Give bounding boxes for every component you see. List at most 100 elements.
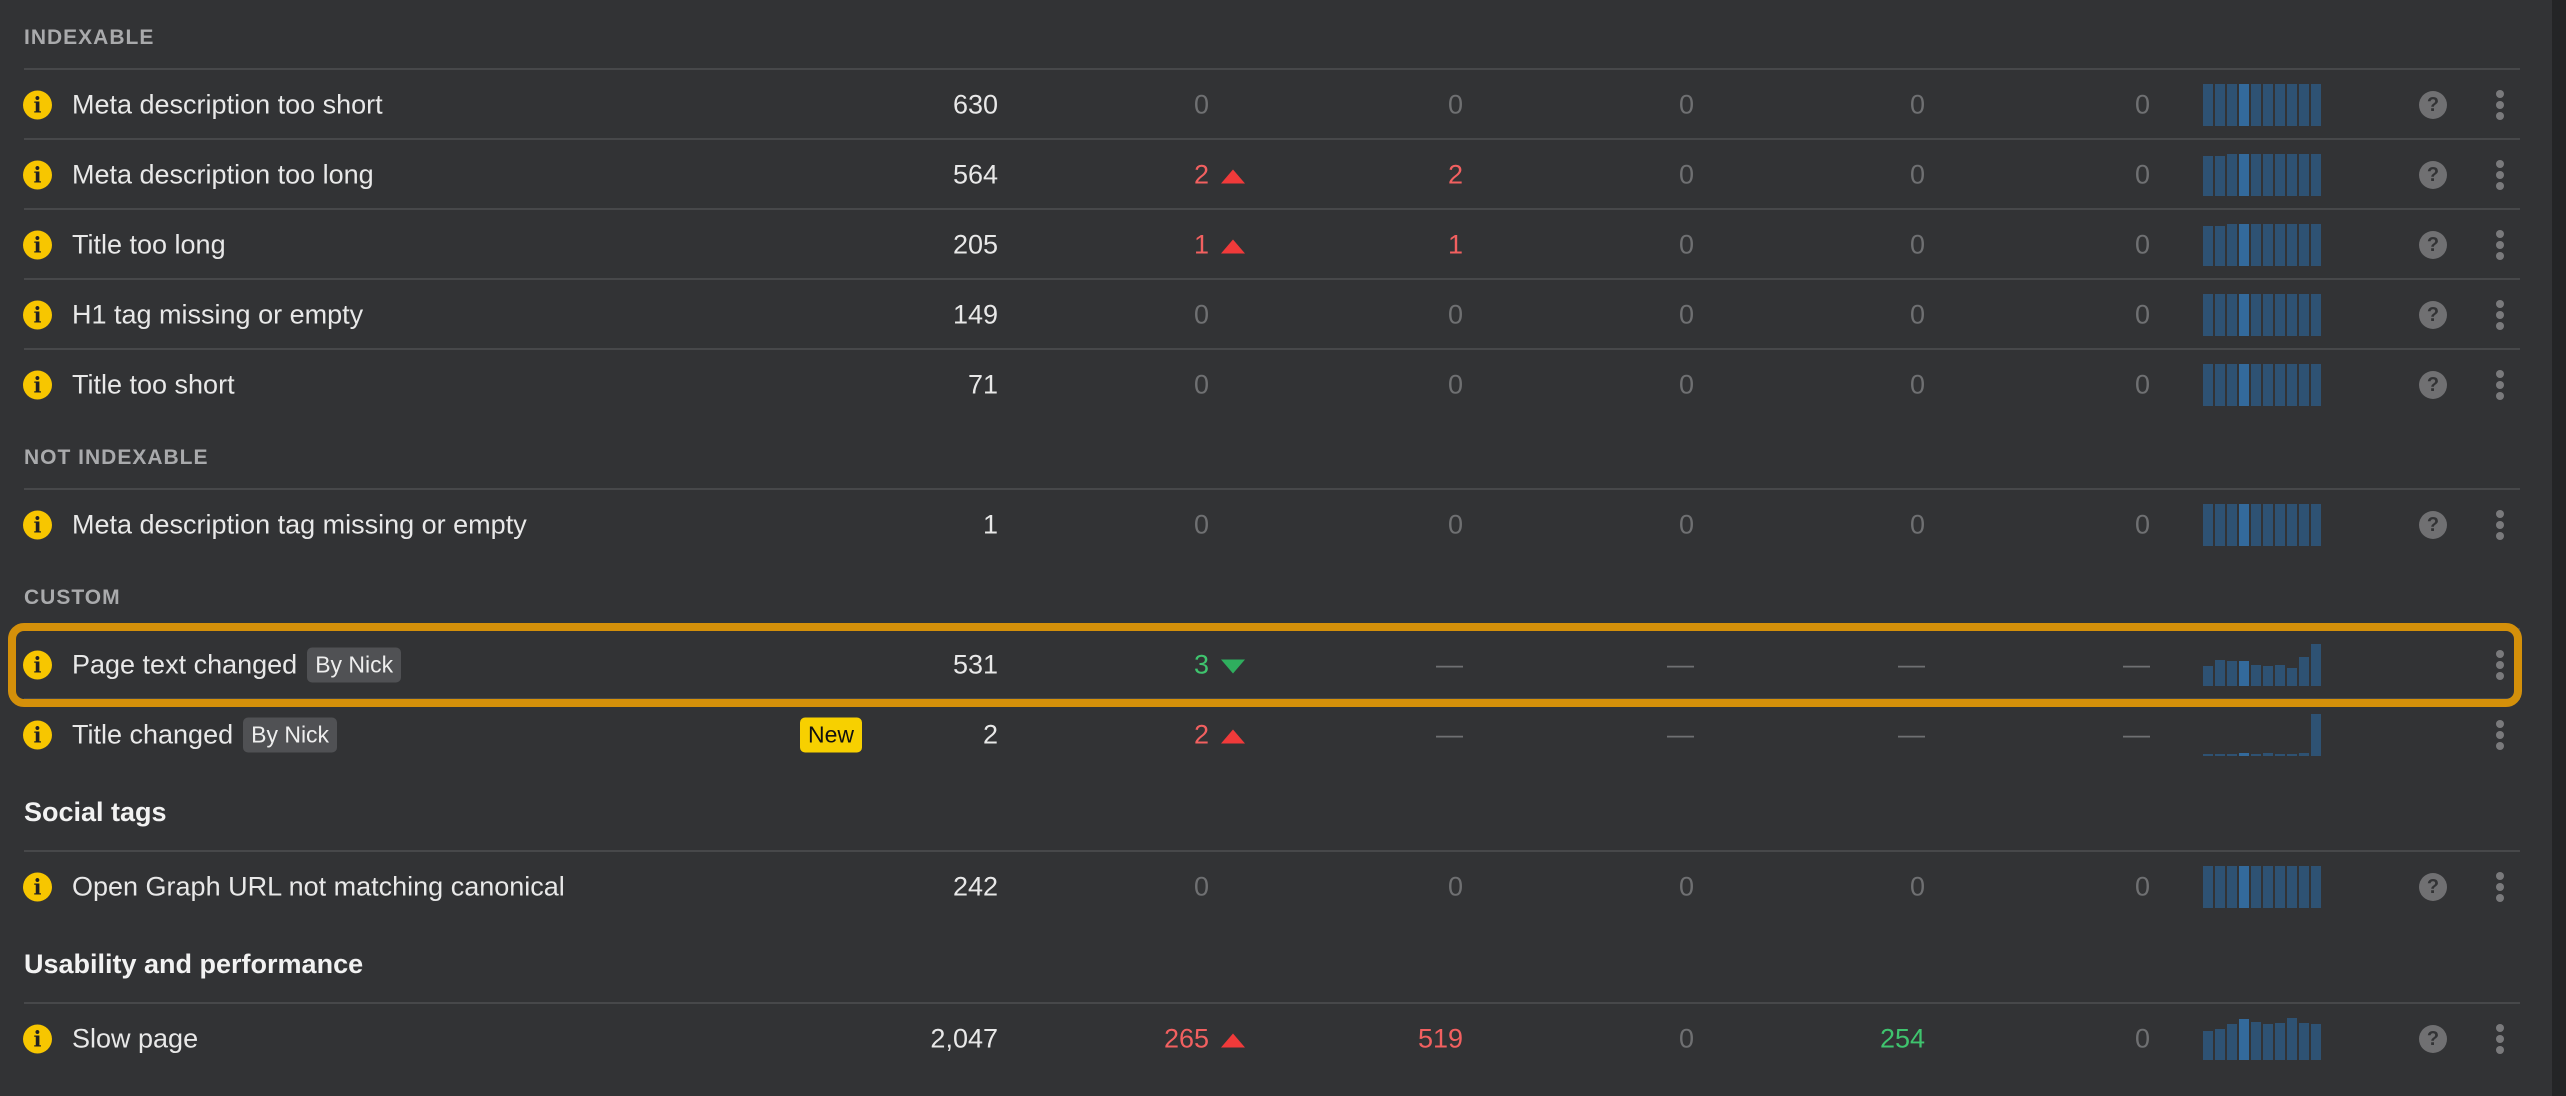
change-cell[interactable]: 0 [1448, 300, 1463, 331]
trend-sparkline[interactable] [2203, 224, 2321, 266]
issue-row[interactable]: i Meta description too short 630 0 0 0 0 0? [0, 70, 2552, 140]
change-cell[interactable]: 0 [1910, 370, 1925, 401]
issue-count[interactable]: 564 [952, 159, 998, 190]
issue-row[interactable]: i Page text changed By Nick 531 3 — — — — [0, 630, 2552, 700]
trend-sparkline[interactable] [2203, 84, 2321, 126]
help-icon[interactable]: ? [2419, 301, 2447, 329]
change-cell[interactable]: 0 [1910, 872, 1925, 903]
issue-row[interactable]: i Meta description too long 564 2 2 0 0 0? [0, 140, 2552, 210]
issue-row[interactable]: i Open Graph URL not matching canonical 24… [0, 852, 2552, 922]
issue-count[interactable]: 630 [952, 89, 998, 120]
change-cell[interactable]: 0 [2135, 160, 2150, 191]
change-cell[interactable]: 0 [2135, 370, 2150, 401]
issue-name[interactable]: Meta description too short [72, 90, 383, 121]
issue-count[interactable]: 531 [952, 649, 998, 680]
change-cell[interactable]: 2 [1448, 160, 1463, 191]
issue-name[interactable]: Page text changed By Nick [72, 647, 402, 683]
issue-name[interactable]: Title changed By Nick [72, 717, 338, 753]
change-cell[interactable]: — [1667, 720, 1694, 751]
change-cell[interactable]: 0 [1194, 510, 1209, 541]
more-options-icon[interactable] [2494, 90, 2506, 120]
change-cell[interactable]: 0 [1679, 90, 1694, 121]
change-cell[interactable]: 0 [1679, 160, 1694, 191]
more-options-icon[interactable] [2494, 1024, 2506, 1054]
change-cell[interactable]: 0 [1448, 370, 1463, 401]
scrollbar[interactable] [2552, 0, 2566, 1096]
change-cell[interactable]: 2 [1194, 160, 1245, 191]
change-cell[interactable]: — [1436, 650, 1463, 681]
change-cell[interactable]: — [1898, 650, 1925, 681]
issue-name[interactable]: Title too long [72, 230, 226, 261]
change-cell[interactable]: 0 [1194, 872, 1209, 903]
issue-row[interactable]: i Meta description tag missing or empty 1 0… [0, 490, 2552, 560]
change-cell[interactable]: — [1436, 720, 1463, 751]
issue-row[interactable]: i Title changed By Nick New 2 2 — — — — [0, 700, 2552, 770]
change-cell[interactable]: 0 [1910, 160, 1925, 191]
trend-sparkline[interactable] [2203, 644, 2321, 686]
change-cell[interactable]: 0 [1448, 90, 1463, 121]
more-options-icon[interactable] [2494, 300, 2506, 330]
change-cell[interactable]: 0 [1910, 510, 1925, 541]
issue-row[interactable]: i Slow page 2,047 265 519 0 254 0? [0, 1004, 2552, 1074]
change-cell[interactable]: 2 [1194, 720, 1245, 751]
help-icon[interactable]: ? [2419, 161, 2447, 189]
more-options-icon[interactable] [2494, 510, 2506, 540]
change-cell[interactable]: 0 [1910, 90, 1925, 121]
issue-count[interactable]: 71 [967, 369, 998, 400]
more-options-icon[interactable] [2494, 872, 2506, 902]
change-cell[interactable]: 265 [1164, 1024, 1245, 1055]
more-options-icon[interactable] [2494, 370, 2506, 400]
issue-row[interactable]: i Title too short 71 0 0 0 0 0? [0, 350, 2552, 420]
issue-name[interactable]: Meta description too long [72, 160, 374, 191]
more-options-icon[interactable] [2494, 650, 2506, 680]
change-cell[interactable]: 0 [1679, 1024, 1694, 1055]
change-cell[interactable]: 0 [2135, 1024, 2150, 1055]
change-cell[interactable]: 3 [1194, 650, 1245, 681]
change-cell[interactable]: 254 [1880, 1024, 1925, 1055]
issue-row[interactable]: i H1 tag missing or empty 149 0 0 0 0 0? [0, 280, 2552, 350]
issue-name[interactable]: Meta description tag missing or empty [72, 510, 527, 541]
issue-count[interactable]: 2 [982, 719, 998, 750]
help-icon[interactable]: ? [2419, 371, 2447, 399]
help-icon[interactable]: ? [2419, 91, 2447, 119]
change-cell[interactable]: 0 [2135, 300, 2150, 331]
change-cell[interactable]: 0 [1679, 370, 1694, 401]
more-options-icon[interactable] [2494, 160, 2506, 190]
change-cell[interactable]: 0 [1448, 510, 1463, 541]
change-cell[interactable]: 0 [1679, 872, 1694, 903]
change-cell[interactable]: — [1667, 650, 1694, 681]
more-options-icon[interactable] [2494, 720, 2506, 750]
issue-name[interactable]: Open Graph URL not matching canonical [72, 872, 565, 903]
change-cell[interactable]: 0 [1679, 510, 1694, 541]
trend-sparkline[interactable] [2203, 504, 2321, 546]
change-cell[interactable]: 1 [1448, 230, 1463, 261]
change-cell[interactable]: 0 [2135, 90, 2150, 121]
change-cell[interactable]: 0 [1448, 872, 1463, 903]
help-icon[interactable]: ? [2419, 1025, 2447, 1053]
more-options-icon[interactable] [2494, 230, 2506, 260]
issue-name[interactable]: Title too short [72, 370, 235, 401]
issue-count[interactable]: 2,047 [930, 1023, 998, 1054]
change-cell[interactable]: 0 [1194, 90, 1209, 121]
change-cell[interactable]: 0 [1910, 230, 1925, 261]
trend-sparkline[interactable] [2203, 294, 2321, 336]
change-cell[interactable]: — [1898, 720, 1925, 751]
change-cell[interactable]: 0 [2135, 510, 2150, 541]
change-cell[interactable]: 1 [1194, 230, 1245, 261]
change-cell[interactable]: 0 [1679, 230, 1694, 261]
change-cell[interactable]: 0 [1910, 300, 1925, 331]
help-icon[interactable]: ? [2419, 511, 2447, 539]
issue-count[interactable]: 149 [952, 299, 998, 330]
change-cell[interactable]: 0 [2135, 230, 2150, 261]
change-cell[interactable]: — [2123, 720, 2150, 751]
issue-count[interactable]: 1 [982, 509, 998, 540]
trend-sparkline[interactable] [2203, 1018, 2321, 1060]
trend-sparkline[interactable] [2203, 154, 2321, 196]
trend-sparkline[interactable] [2203, 714, 2321, 756]
change-cell[interactable]: — [2123, 650, 2150, 681]
change-cell[interactable]: 0 [2135, 872, 2150, 903]
help-icon[interactable]: ? [2419, 231, 2447, 259]
issue-count[interactable]: 205 [952, 229, 998, 260]
issue-count[interactable]: 242 [952, 871, 998, 902]
issue-row[interactable]: i Title too long 205 1 1 0 0 0? [0, 210, 2552, 280]
